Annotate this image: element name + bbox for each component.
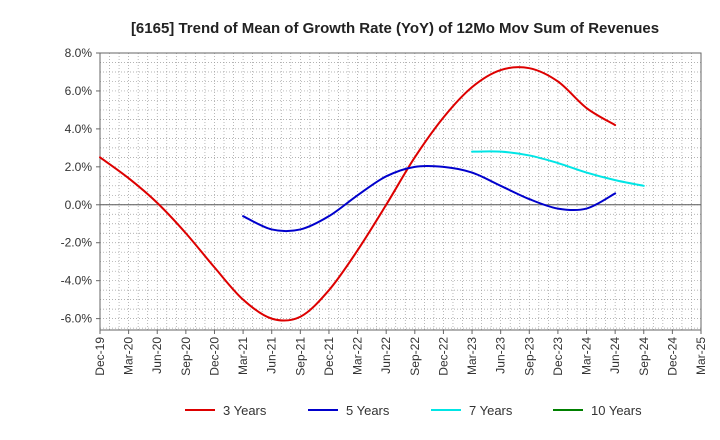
series-line-7-years: [471, 150, 645, 187]
series-line-5-years: [242, 164, 617, 233]
x-tick-label: Jun-23: [494, 337, 508, 374]
x-tick-label: Dec-22: [436, 337, 450, 376]
y-tick-label: 4.0%: [65, 122, 93, 136]
x-tick-label: Sep-22: [408, 337, 422, 376]
y-tick-label: -2.0%: [61, 236, 93, 250]
x-tick-label: Sep-20: [179, 337, 193, 376]
y-tick-label: 8.0%: [65, 46, 93, 60]
x-tick-label: Mar-20: [122, 337, 136, 375]
y-tick-label: 6.0%: [65, 84, 93, 98]
x-tick-label: Jun-22: [379, 337, 393, 374]
legend: 3 Years 5 Years 7 Years 10 Years: [185, 403, 642, 418]
chart-title: [6165] Trend of Mean of Growth Rate (YoY…: [131, 20, 659, 37]
x-tick-label: Mar-22: [351, 337, 365, 375]
x-tick-label: Sep-24: [637, 337, 651, 376]
x-tick-label: Dec-24: [665, 337, 679, 376]
legend-label-10-years: 10 Years: [591, 403, 642, 418]
y-tick-label: -6.0%: [61, 312, 93, 326]
series-line-3-years: [99, 66, 617, 322]
plot-area: [100, 53, 701, 330]
x-tick-label: Jun-24: [608, 337, 622, 374]
y-tick-label: 2.0%: [65, 160, 93, 174]
x-tick-label: Mar-24: [580, 337, 594, 375]
x-axis: Dec-19 Mar-20 Jun-20 Sep-20 Dec-20 Mar-21 Jun-…: [93, 330, 708, 376]
series-layer: [99, 66, 645, 322]
plot-frame: [99, 52, 702, 331]
x-tick-label: Jun-21: [265, 337, 279, 374]
y-tick-label: -4.0%: [61, 274, 93, 288]
legend-label-5-years: 5 Years: [346, 403, 390, 418]
x-tick-label: Mar-21: [236, 337, 250, 375]
x-tick-label: Mar-25: [694, 337, 708, 375]
y-tick-label: 0.0%: [65, 198, 93, 212]
x-tick-label: Sep-21: [293, 337, 307, 376]
y-axis: 8.0% 6.0% 4.0% 2.0% 0.0% -2.0% -4.0% -6.0%: [61, 46, 100, 326]
x-tick-label: Jun-20: [150, 337, 164, 374]
x-tick-label: Dec-21: [322, 337, 336, 376]
x-tick-label: Dec-23: [551, 337, 565, 376]
x-tick-label: Dec-20: [207, 337, 221, 376]
legend-label-7-years: 7 Years: [469, 403, 513, 418]
x-tick-label: Mar-23: [465, 337, 479, 375]
x-tick-label: Sep-23: [522, 337, 536, 376]
legend-label-3-years: 3 Years: [223, 403, 267, 418]
grid-layer: [100, 53, 701, 330]
x-tick-label: Dec-19: [93, 337, 107, 376]
